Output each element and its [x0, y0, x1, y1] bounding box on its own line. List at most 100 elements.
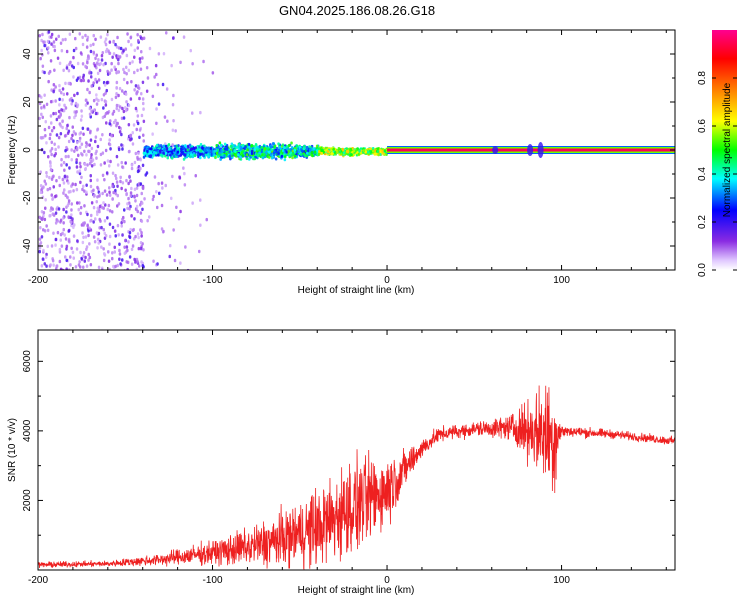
spectrogram-cell	[121, 106, 124, 111]
spectrogram-cell	[219, 157, 222, 161]
spectrogram-cell	[99, 61, 102, 66]
spectrogram-cell	[136, 46, 139, 50]
spectrogram-cell	[64, 81, 67, 86]
spectrogram-cell	[89, 184, 93, 189]
spectrogram-cell	[176, 150, 180, 154]
spectrogram-cell	[133, 217, 136, 221]
spectrogram-cell	[129, 97, 133, 101]
spectrogram-cell	[61, 125, 64, 130]
spectrogram-cell	[82, 75, 85, 80]
spectrogram-cell	[338, 150, 342, 154]
spectrogram-cell	[128, 255, 132, 259]
spectrogram-cell	[69, 189, 72, 194]
spectrogram-cell	[50, 121, 53, 125]
spectrogram-cell	[46, 228, 50, 233]
spectrogram-cell	[99, 152, 103, 157]
spectrogram-cell	[229, 157, 232, 161]
spectrogram-cell	[62, 92, 66, 97]
spectrogram-cell	[245, 157, 249, 161]
spectrogram-cell	[111, 171, 115, 175]
spectrogram-cell	[52, 174, 55, 178]
spectrogram-cell	[142, 155, 146, 159]
spectrogram-cell	[41, 64, 45, 68]
spectrogram-cell	[89, 49, 93, 54]
spectrogram-cell	[43, 93, 46, 97]
spectrogram-cell	[100, 245, 103, 249]
spectrogram-cell	[238, 143, 241, 147]
spectrogram-cell	[119, 262, 122, 266]
spectrogram-cell	[133, 70, 136, 75]
spectrogram-cell	[96, 206, 100, 210]
spectrogram-cell	[245, 153, 249, 157]
spectrogram-cell	[234, 153, 237, 157]
spectrogram-cell	[101, 191, 104, 196]
spectrogram-cell	[367, 150, 370, 154]
spectrogram-cell	[121, 165, 124, 169]
spectrogram-cell	[206, 146, 210, 150]
spectrogram-cell	[204, 149, 207, 153]
spectrogram-cell	[71, 250, 75, 255]
spectrogram-cell	[101, 133, 104, 137]
spectrogram-cell	[83, 204, 86, 208]
spectrogram-cell	[191, 155, 195, 159]
spectrogram-cell	[137, 39, 140, 43]
spectrogram-cell	[67, 215, 71, 220]
spectrogram-cell	[157, 52, 161, 56]
spectrogram-cell	[55, 267, 58, 270]
spectrogram-cell	[151, 197, 155, 202]
spectrogram-cell	[213, 149, 216, 153]
spectrogram-cell	[126, 206, 129, 211]
spectrogram-cell	[171, 174, 174, 179]
spectrogram-cell	[65, 163, 68, 167]
spectrogram-cell	[89, 174, 92, 178]
spectrogram-cell	[154, 63, 158, 68]
spectrogram-cell	[103, 252, 106, 256]
spectrogram-cell	[121, 233, 124, 237]
spectrogram-cell	[58, 97, 61, 102]
spectrogram-cell	[135, 186, 139, 190]
spectrogram-cell	[76, 201, 79, 205]
spectrogram-cell	[116, 193, 119, 198]
spectrogram-cell	[43, 127, 47, 132]
spectrogram-cell	[108, 164, 111, 168]
spectrogram-cell	[293, 148, 296, 152]
spectrogram-cell	[118, 257, 121, 261]
spectrogram-cell	[90, 109, 93, 113]
spectrogram-cell	[45, 102, 49, 107]
spectrogram-cell	[141, 80, 145, 85]
spectrogram-cell	[101, 173, 105, 178]
spectrogram-cell	[130, 262, 134, 266]
spectrogram-cell	[120, 160, 123, 165]
spectrogram-cell	[98, 68, 102, 73]
spectrogram-cell	[151, 94, 155, 99]
spectrogram-cell	[105, 121, 108, 125]
spectrogram-cell	[268, 150, 271, 154]
spectrogram-cell	[92, 188, 95, 192]
spectrogram-cell	[48, 186, 52, 191]
spectrogram-cell	[172, 93, 175, 98]
spectrogram-cell	[172, 119, 175, 123]
spectrogram-cell	[43, 262, 46, 266]
y-tick-label: -40	[22, 238, 33, 253]
spectrogram-cell	[46, 187, 49, 192]
spectrogram-cell	[158, 149, 162, 153]
spectrogram-cell	[106, 111, 110, 115]
spectrogram-cell	[183, 153, 187, 157]
spectrogram-cell	[186, 144, 190, 148]
spectrogram-cell	[97, 265, 101, 270]
spectrogram-cell	[68, 166, 71, 170]
spectrogram-cell	[47, 125, 51, 130]
spectrogram-cell	[103, 189, 107, 193]
spectrogram-cell	[240, 147, 243, 151]
spectrogram-cell	[166, 119, 169, 123]
spectrogram-cell	[107, 259, 111, 263]
spectrogram-blob	[527, 144, 534, 156]
spectrogram-cell	[50, 152, 53, 157]
spectrogram-cell	[317, 153, 321, 156]
spectrogram-cell	[64, 37, 67, 42]
spectrogram-cell	[60, 91, 63, 95]
spectrogram-cell	[120, 143, 123, 147]
spectrogram-cell	[141, 56, 144, 60]
spectrogram-cell	[72, 234, 76, 238]
spectrogram-cell	[62, 181, 66, 185]
